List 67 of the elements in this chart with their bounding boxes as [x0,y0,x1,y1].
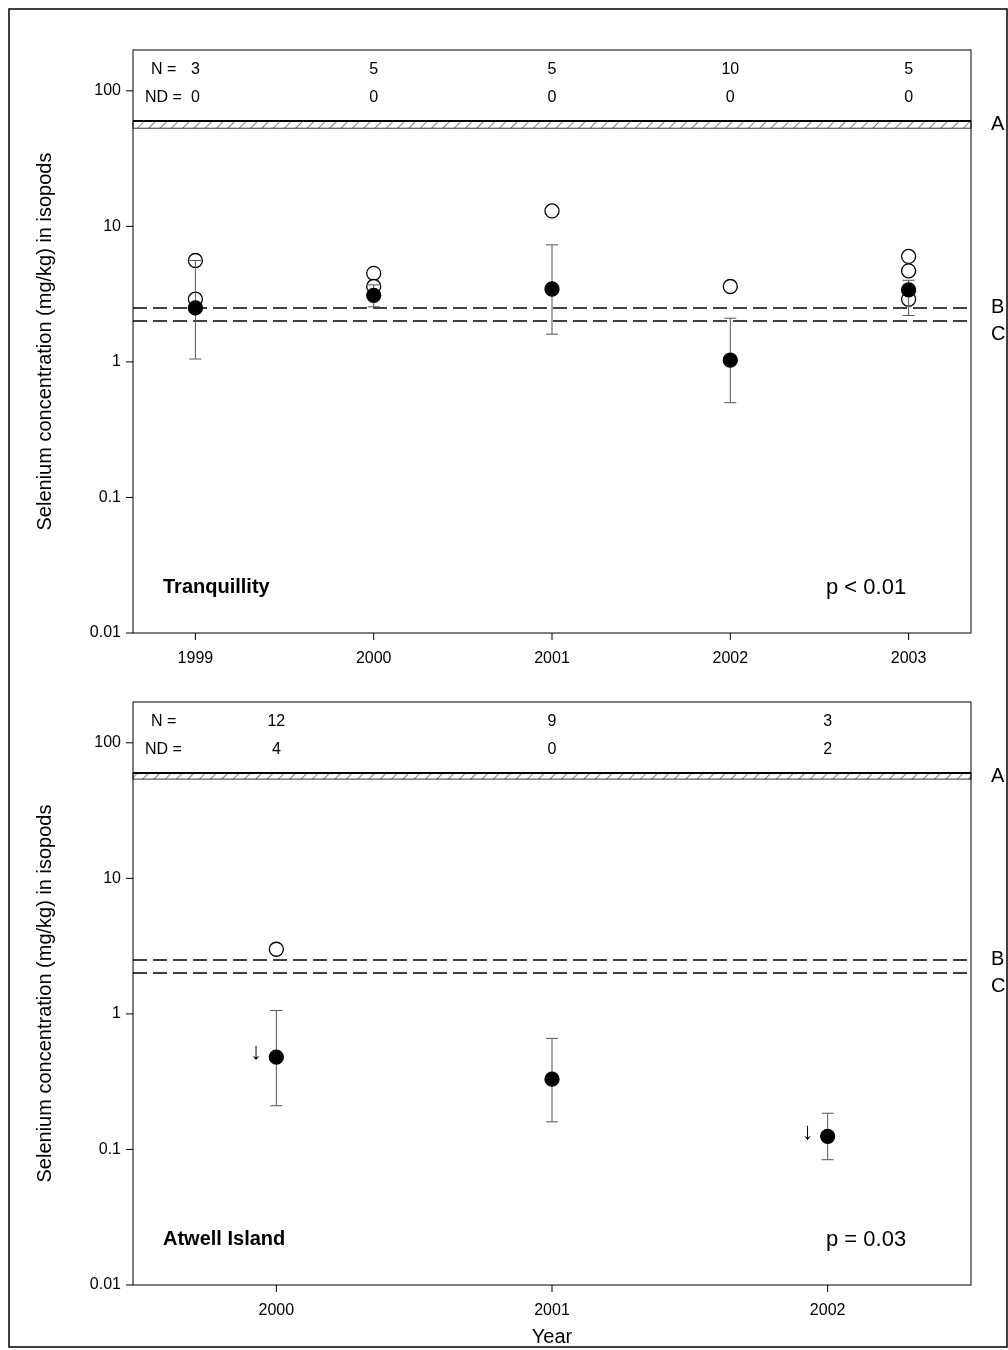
point [900,282,917,298]
annotation: ↓ [250,1037,263,1065]
point [187,300,204,316]
y-tick-label: 1 [112,1004,122,1022]
point [544,281,560,297]
y-tick-label: 10 [103,868,122,886]
x-tick-label: 2002 [809,1301,846,1318]
annotation: ND = [145,88,182,106]
y-tick-label: 0.1 [98,487,122,505]
x-tick-label: 2000 [258,1301,295,1318]
annotation: 0 [190,88,200,106]
annotation: 12 [267,712,286,730]
y-tick-label: 100 [94,81,122,99]
x-axis-title: Year [531,1325,573,1347]
point [722,352,738,368]
point [820,1128,836,1144]
x-tick-label: 2001 [534,649,570,666]
y-tick-label: 1 [112,352,122,370]
x-tick-label: 2000 [355,649,392,666]
annotation: 9 [547,712,557,730]
annotation: Tranquillity [163,575,271,598]
ref-line-label: C [991,322,1006,345]
y-tick-label: 0.01 [89,1275,122,1293]
annotation: 0 [369,88,379,106]
point [722,278,738,295]
x-tick-label: 2001 [534,1301,570,1318]
y-tick-label: 0.01 [89,623,122,641]
point [544,203,560,219]
annotation: 4 [271,740,281,758]
ref-line-label: A [991,112,1005,135]
annotation: 0 [725,88,735,106]
point [544,1071,560,1087]
ref-line-label: C [991,974,1006,997]
point [268,941,284,957]
point [268,1049,284,1065]
annotation: 10 [721,60,740,78]
point [366,287,382,303]
annotation: 3 [190,60,200,78]
annotation: N = [151,60,177,78]
y-tick-label: 0.1 [98,1139,122,1157]
point [366,265,382,282]
annotation: Atwell Island [163,1227,286,1250]
annotation: ↓ [801,1116,814,1144]
y-tick-label: 10 [103,216,122,234]
annotation: 2 [823,740,833,758]
annotation: N = [151,712,177,730]
annotation: 5 [369,60,379,78]
annotation: 0 [904,88,914,106]
ref-line-label: B [991,295,1005,318]
ref-line-label: A [991,764,1005,787]
x-tick-label: 1999 [177,649,214,666]
annotation: ND = [145,740,182,758]
y-axis-title: Selenium concentration (mg/kg) in isopods [33,152,55,531]
point [900,263,917,279]
y-axis-title: Selenium concentration (mg/kg) in isopods [33,804,55,1183]
annotation: 3 [823,712,833,730]
ref-line-label: B [991,947,1005,970]
y-tick-label: 100 [94,733,122,751]
annotation: 0 [547,740,557,758]
point [900,248,917,265]
annotation: 0 [547,88,557,106]
annotation: 5 [547,60,557,78]
annotation: p = 0.03 [826,1225,907,1251]
x-tick-label: 2003 [890,649,927,666]
annotation: 5 [904,60,914,78]
annotation: p < 0.01 [826,573,907,599]
x-tick-label: 2002 [712,649,749,666]
